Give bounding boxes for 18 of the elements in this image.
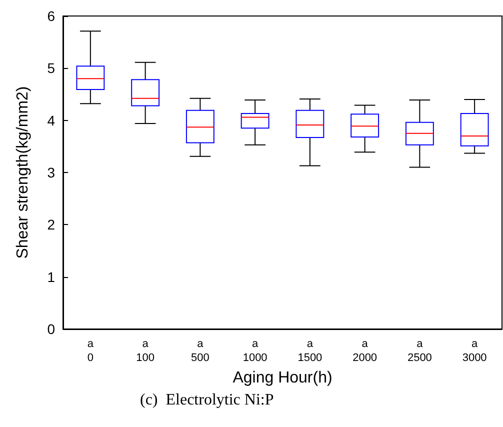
x-tick-label: a 2000 — [352, 338, 378, 364]
x-tick-label: a 1000 — [242, 338, 268, 364]
y-tick-label: 3 — [47, 164, 56, 180]
x-tick-label: a 2500 — [407, 338, 432, 364]
x-tick-label: a 3000 — [462, 338, 487, 364]
x-axis-title: Aging Hour(h) — [232, 369, 332, 386]
x-tick-label: a 500 — [191, 338, 210, 364]
x-tick-label: a 100 — [136, 338, 154, 364]
y-tick-label: 5 — [47, 60, 56, 76]
y-axis-title: Shear strength(kg/mm2) — [14, 86, 32, 259]
x-tick-label: a 1500 — [298, 338, 322, 364]
y-tick-label: 0 — [47, 321, 56, 337]
text: (c) Electrolytic Ni:P — [140, 392, 274, 408]
y-tick-label: 6 — [47, 8, 56, 24]
y-tick-label: 1 — [47, 268, 56, 285]
y-tick-label: 2 — [47, 216, 56, 233]
y-tick-label: 4 — [47, 112, 56, 128]
x-tick-label: a 0 — [87, 338, 94, 364]
